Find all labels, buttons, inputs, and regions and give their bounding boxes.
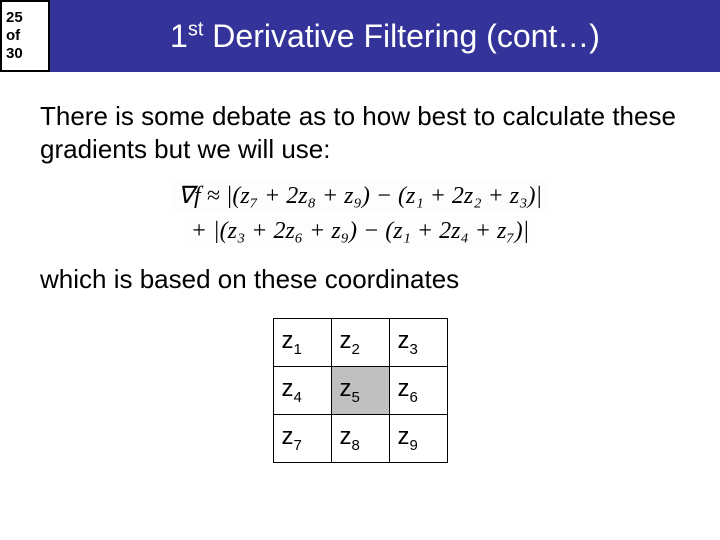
cell-letter: z [340, 423, 352, 450]
page-counter: 25 of 30 [0, 0, 50, 72]
cell-letter: z [398, 327, 410, 354]
table-row: z1 z2 z3 [273, 318, 447, 366]
cell-z2: z2 [331, 318, 389, 366]
slide-content: There is some debate as to how best to c… [0, 72, 720, 473]
title-rest: Derivative Filtering (cont…) [203, 18, 600, 54]
cell-sub: 8 [352, 436, 360, 453]
formula-block: ∇f ≈ |(z₇ + 2z₈ + z₉) − (z₁ + 2z₂ + z₃)|… [40, 177, 680, 249]
formula-line-1: ∇f ≈ |(z₇ + 2z₈ + z₉) − (z₁ + 2z₂ + z₃)| [172, 179, 548, 212]
page-current: 25 [6, 9, 23, 27]
cell-z6: z6 [389, 366, 447, 414]
cell-letter: z [340, 327, 352, 354]
slide-header: 25 of 30 1st Derivative Filtering (cont…… [0, 0, 720, 72]
coordinate-grid-wrap: z1 z2 z3 z4 z5 z6 z7 z8 z9 [40, 318, 680, 463]
cell-sub: 4 [294, 388, 302, 405]
cell-sub: 3 [410, 340, 418, 357]
page-total: 30 [6, 45, 23, 63]
table-row: z4 z5 z6 [273, 366, 447, 414]
paragraph-2: which is based on these coordinates [40, 263, 680, 296]
title-prefix: 1 [170, 18, 188, 54]
slide-title: 1st Derivative Filtering (cont…) [50, 0, 720, 72]
cell-z5: z5 [331, 366, 389, 414]
coordinate-grid: z1 z2 z3 z4 z5 z6 z7 z8 z9 [273, 318, 448, 463]
cell-sub: 2 [352, 340, 360, 357]
cell-sub: 1 [294, 340, 302, 357]
table-row: z7 z8 z9 [273, 414, 447, 462]
cell-z3: z3 [389, 318, 447, 366]
cell-sub: 9 [410, 436, 418, 453]
paragraph-1: There is some debate as to how best to c… [40, 100, 680, 165]
cell-letter: z [398, 375, 410, 402]
title-superscript: st [188, 18, 204, 40]
page-of: of [6, 27, 20, 45]
cell-z1: z1 [273, 318, 331, 366]
cell-letter: z [340, 375, 352, 402]
cell-z9: z9 [389, 414, 447, 462]
cell-z7: z7 [273, 414, 331, 462]
formula-line-2: + |(z₃ + 2z₆ + z₉) − (z₁ + 2z₄ + z₇)| [185, 216, 535, 247]
cell-z4: z4 [273, 366, 331, 414]
cell-sub: 7 [294, 436, 302, 453]
cell-letter: z [282, 423, 294, 450]
cell-sub: 5 [352, 388, 360, 405]
cell-z8: z8 [331, 414, 389, 462]
cell-letter: z [398, 423, 410, 450]
cell-letter: z [282, 327, 294, 354]
cell-letter: z [282, 375, 294, 402]
cell-sub: 6 [410, 388, 418, 405]
